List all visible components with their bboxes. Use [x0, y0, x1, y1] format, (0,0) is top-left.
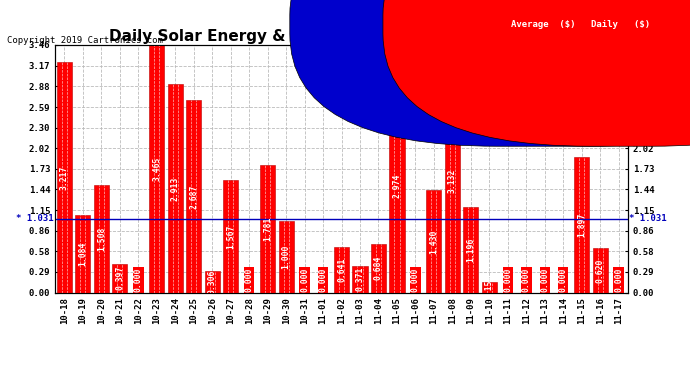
- Text: * 1.031: * 1.031: [17, 214, 54, 223]
- Text: Average  ($): Average ($): [511, 20, 576, 29]
- Bar: [94, 184, 109, 292]
- Bar: [353, 266, 368, 292]
- Bar: [186, 100, 201, 292]
- Bar: [57, 62, 72, 292]
- Bar: [574, 157, 589, 292]
- Text: Daily   ($): Daily ($): [591, 20, 651, 29]
- Text: 3.217: 3.217: [60, 165, 69, 190]
- Text: 0.000: 0.000: [522, 267, 531, 292]
- Text: 0.641: 0.641: [337, 257, 346, 282]
- Bar: [260, 165, 275, 292]
- Bar: [168, 84, 183, 292]
- Text: 0.000: 0.000: [300, 267, 309, 292]
- Text: 0.000: 0.000: [503, 267, 512, 292]
- Text: 1.567: 1.567: [226, 224, 235, 249]
- Text: Copyright 2019 Cartronics.com: Copyright 2019 Cartronics.com: [7, 36, 163, 45]
- Bar: [463, 207, 478, 292]
- Bar: [426, 190, 442, 292]
- Bar: [389, 80, 404, 292]
- Bar: [482, 282, 497, 292]
- Text: 3.132: 3.132: [448, 168, 457, 193]
- Text: 0.000: 0.000: [245, 267, 254, 292]
- Text: 1.084: 1.084: [79, 242, 88, 266]
- Bar: [112, 264, 128, 292]
- Bar: [149, 45, 164, 292]
- Text: 0.000: 0.000: [559, 267, 568, 292]
- Text: 1.000: 1.000: [282, 244, 290, 269]
- Text: 0.371: 0.371: [355, 267, 364, 291]
- Text: * 1.031: * 1.031: [629, 214, 667, 223]
- Text: 0.620: 0.620: [595, 258, 604, 282]
- Bar: [205, 271, 220, 292]
- Text: 1.196: 1.196: [466, 237, 475, 262]
- Text: 0.000: 0.000: [540, 267, 549, 292]
- Text: 1.430: 1.430: [429, 229, 438, 254]
- Text: 0.000: 0.000: [319, 267, 328, 292]
- Text: 3.465: 3.465: [152, 156, 161, 181]
- Text: 2.687: 2.687: [189, 184, 198, 209]
- Bar: [371, 244, 386, 292]
- Text: 0.000: 0.000: [134, 267, 143, 292]
- Text: 2.974: 2.974: [393, 174, 402, 198]
- Text: 1.897: 1.897: [578, 213, 586, 237]
- Text: 0.684: 0.684: [374, 256, 383, 280]
- Text: 0.306: 0.306: [208, 269, 217, 294]
- Text: 0.000: 0.000: [411, 267, 420, 292]
- Bar: [279, 221, 294, 292]
- Text: 0.000: 0.000: [614, 267, 623, 292]
- Bar: [445, 69, 460, 292]
- Text: 2.913: 2.913: [171, 176, 180, 201]
- Bar: [75, 215, 90, 292]
- Bar: [593, 248, 608, 292]
- Title: Daily Solar Energy & Average Value Mon Nov 18 16:17: Daily Solar Energy & Average Value Mon N…: [109, 29, 574, 44]
- Text: 0.397: 0.397: [115, 266, 124, 291]
- Text: 0.151: 0.151: [485, 275, 494, 299]
- Text: 1.508: 1.508: [97, 226, 106, 251]
- Text: 1.781: 1.781: [263, 217, 272, 241]
- Bar: [223, 180, 238, 292]
- Bar: [334, 247, 349, 292]
